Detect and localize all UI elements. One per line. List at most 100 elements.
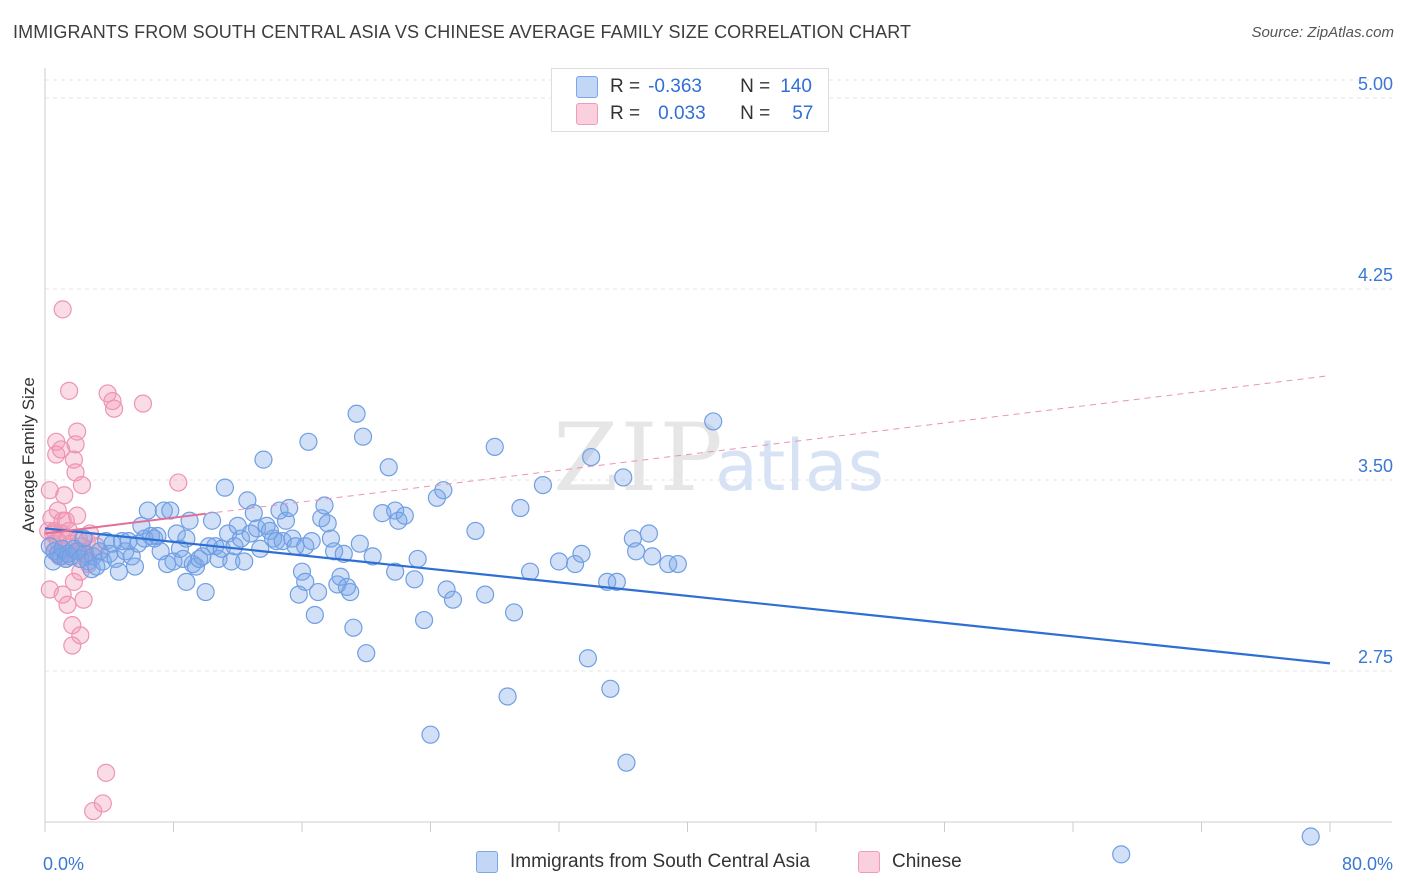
data-point bbox=[74, 529, 93, 548]
data-point bbox=[169, 473, 188, 492]
data-point bbox=[177, 572, 196, 591]
data-point bbox=[109, 562, 128, 581]
trend-line-south-central-asia bbox=[44, 527, 1331, 665]
data-point bbox=[443, 590, 463, 609]
data-point bbox=[357, 644, 376, 663]
legend-label: Chinese bbox=[892, 851, 962, 872]
data-point bbox=[1112, 845, 1131, 864]
data-point bbox=[511, 498, 530, 518]
data-point bbox=[668, 554, 687, 574]
data-point bbox=[434, 481, 453, 500]
data-point bbox=[292, 562, 312, 581]
data-point bbox=[103, 391, 122, 411]
data-point bbox=[138, 501, 157, 520]
y-axis-label: Average Family Size bbox=[19, 377, 38, 533]
data-point bbox=[53, 585, 72, 604]
chart-title: IMMIGRANTS FROM SOUTH CENTRAL ASIA VS CH… bbox=[13, 22, 912, 42]
legend-item-chinese[interactable]: Chinese bbox=[858, 851, 962, 873]
data-point bbox=[55, 486, 74, 505]
trend-line-chinese-solid bbox=[44, 512, 206, 535]
data-point bbox=[58, 595, 77, 614]
y-tick-label: 3.50 bbox=[1358, 456, 1393, 476]
data-point bbox=[40, 481, 59, 500]
data-point bbox=[485, 437, 504, 456]
watermark-zip: ZIP bbox=[553, 404, 725, 513]
stats-row-south-central-asia: R = -0.363 N = 140 bbox=[576, 75, 812, 99]
gridlines bbox=[45, 79, 1392, 672]
y-tick-label: 5.00 bbox=[1358, 74, 1393, 94]
data-point bbox=[51, 440, 71, 459]
data-point bbox=[318, 514, 337, 533]
data-point bbox=[408, 549, 427, 569]
stats-r-label: R = bbox=[610, 103, 641, 124]
data-point bbox=[59, 381, 79, 400]
data-point bbox=[353, 427, 373, 446]
data-point bbox=[196, 582, 215, 602]
stats-legend: R = -0.363 N = 140 R = 0.033 N = 57 bbox=[551, 68, 829, 132]
stats-n-value: 140 bbox=[780, 76, 812, 97]
data-point bbox=[84, 801, 103, 821]
data-point bbox=[299, 432, 318, 451]
stats-r-value: -0.363 bbox=[648, 76, 702, 97]
bottom-legend: Immigrants from South Central Asia Chine… bbox=[0, 851, 1406, 879]
data-point bbox=[125, 557, 145, 576]
data-point bbox=[344, 618, 363, 637]
data-point bbox=[133, 394, 153, 413]
data-point bbox=[614, 468, 633, 487]
stats-row-chinese: R = 0.033 N = 57 bbox=[576, 102, 813, 126]
data-point bbox=[334, 544, 353, 563]
data-point bbox=[572, 544, 591, 563]
data-point bbox=[47, 445, 66, 464]
data-point bbox=[331, 567, 350, 586]
data-point bbox=[148, 526, 167, 546]
data-point bbox=[565, 554, 585, 574]
data-point bbox=[222, 552, 241, 571]
data-point bbox=[71, 626, 90, 645]
data-point bbox=[225, 537, 244, 556]
stats-n-label: N = bbox=[740, 76, 771, 97]
data-point bbox=[74, 590, 93, 609]
data-point bbox=[231, 529, 251, 548]
data-point bbox=[190, 549, 209, 569]
data-point bbox=[104, 399, 124, 418]
data-point bbox=[504, 603, 524, 622]
data-point bbox=[386, 562, 405, 581]
data-point bbox=[578, 649, 598, 668]
data-point bbox=[395, 506, 414, 525]
stats-r-value: 0.033 bbox=[658, 103, 706, 124]
stats-n-value: 57 bbox=[792, 103, 814, 124]
data-point bbox=[379, 458, 398, 477]
y-tick-label: 4.25 bbox=[1358, 265, 1393, 285]
stats-swatch-pink bbox=[576, 103, 598, 125]
data-point bbox=[305, 605, 324, 625]
data-point bbox=[280, 498, 299, 518]
data-point bbox=[341, 582, 360, 602]
data-point bbox=[93, 794, 112, 813]
data-point bbox=[617, 753, 636, 772]
trend-line-chinese-dashed bbox=[205, 375, 1331, 515]
data-point bbox=[215, 478, 234, 497]
legend-swatch-pink bbox=[858, 851, 880, 873]
x-tick-label: 80.0% bbox=[1342, 854, 1393, 874]
watermark: ZIP atlas bbox=[553, 404, 884, 513]
legend-label: Immigrants from South Central Asia bbox=[510, 851, 810, 872]
data-point bbox=[414, 610, 434, 630]
data-point bbox=[427, 488, 447, 507]
data-point bbox=[302, 532, 321, 551]
data-point bbox=[405, 570, 424, 589]
data-point bbox=[337, 577, 357, 597]
x-tick-label: 0.0% bbox=[43, 854, 84, 874]
data-point bbox=[53, 300, 72, 319]
data-point bbox=[296, 572, 315, 591]
data-point bbox=[643, 547, 662, 566]
legend-item-south-central-asia[interactable]: Immigrants from South Central Asia bbox=[476, 851, 810, 873]
data-point bbox=[56, 511, 75, 530]
trend-lines bbox=[44, 375, 1331, 665]
data-point bbox=[72, 475, 92, 495]
data-point bbox=[244, 504, 263, 523]
stats-swatch-blue bbox=[576, 76, 598, 98]
data-point bbox=[315, 496, 334, 515]
data-point bbox=[639, 524, 659, 543]
stats-r-label: R = bbox=[610, 76, 641, 97]
axis-labels: 2.75 3.50 4.25 5.00 0.0% 80.0% Average Family … bbox=[19, 74, 1393, 874]
